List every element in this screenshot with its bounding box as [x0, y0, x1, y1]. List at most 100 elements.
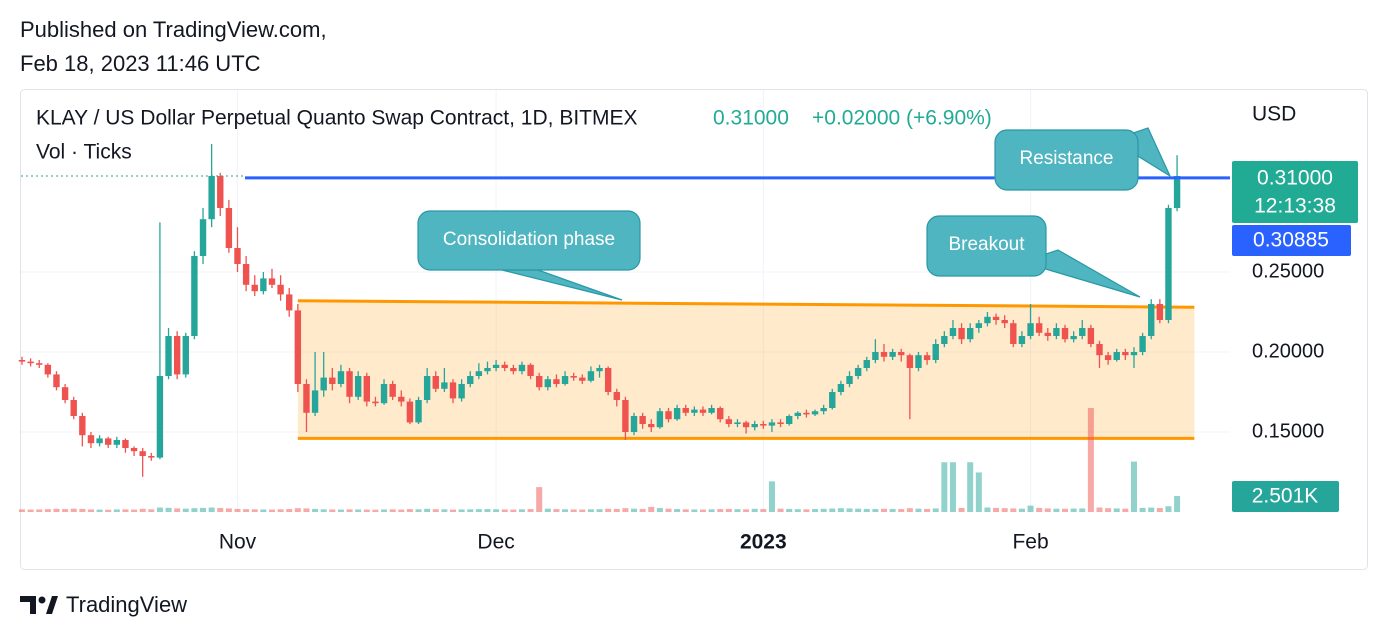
candle-body — [27, 361, 34, 364]
volume-bar — [958, 507, 965, 512]
candle-body — [1087, 328, 1095, 344]
candle-body — [398, 396, 405, 402]
volume-bar — [639, 508, 646, 512]
candle-body — [449, 382, 457, 399]
candle-body — [708, 408, 715, 413]
volume-bar — [932, 508, 939, 512]
volume-bar — [87, 509, 94, 512]
candle-body — [208, 176, 215, 220]
candle-body — [536, 376, 543, 388]
volume-bar — [812, 509, 819, 512]
candle-body — [967, 328, 974, 340]
candle-body — [311, 390, 319, 413]
candle-body — [889, 352, 896, 357]
candle-body — [277, 284, 284, 295]
volume-bar — [682, 509, 689, 512]
candle-body — [630, 416, 638, 432]
volume-bar — [984, 507, 991, 512]
candle-body — [527, 364, 534, 376]
volume-bar — [949, 462, 956, 512]
volume-bar — [872, 509, 879, 512]
channel-top — [297, 299, 1195, 309]
volume-bar — [760, 509, 767, 512]
candle-body — [725, 419, 733, 424]
volume-bar — [708, 509, 715, 512]
volume-bar — [122, 509, 129, 512]
candle-body — [1035, 323, 1043, 333]
candle-body — [415, 400, 422, 423]
volume-bar — [743, 509, 750, 512]
candle-body — [1156, 304, 1164, 320]
volume-bar — [967, 462, 974, 512]
candle-body — [820, 408, 827, 412]
candle-body — [79, 416, 86, 436]
volume-bar — [79, 508, 86, 512]
volume-bar — [337, 509, 344, 512]
volume-badge — [1232, 481, 1339, 512]
candle-body — [898, 352, 905, 356]
volume-bar — [786, 508, 793, 512]
volume-bar — [1122, 508, 1129, 512]
candle-body — [191, 256, 198, 336]
footer-brand: TradingView — [66, 592, 187, 617]
volume-bar — [596, 509, 603, 512]
candle-body — [1061, 328, 1069, 340]
candle-body — [837, 384, 845, 392]
volume-bar — [355, 509, 362, 512]
volume-bar — [165, 507, 172, 512]
volume-bar — [450, 509, 456, 512]
candle-body — [113, 440, 121, 445]
candle-body — [691, 409, 698, 413]
volume-axis-label: 2.501K — [1252, 485, 1319, 508]
volume-bar — [27, 509, 34, 512]
volume-bar — [648, 506, 655, 512]
candle-body — [906, 355, 914, 368]
mark-price-axis-label: 0.30885 — [1253, 229, 1329, 252]
volume-bar — [1087, 408, 1094, 512]
candle-body — [36, 363, 43, 365]
volume-bar — [699, 509, 706, 512]
published-line: Published on TradingView.com, — [20, 17, 327, 42]
volume-bar — [441, 509, 448, 512]
volume-bar — [148, 509, 155, 512]
candle-body — [1113, 352, 1120, 360]
volume-bar — [527, 509, 534, 512]
volume-bar — [674, 509, 681, 512]
volume-bar — [389, 509, 396, 512]
candle-body — [923, 355, 931, 360]
candle-body — [622, 400, 629, 432]
candle-body — [846, 376, 853, 384]
volume-bar — [1053, 508, 1060, 512]
volume-bar — [924, 508, 931, 512]
volume-bar — [1105, 508, 1112, 512]
volume-bar — [182, 508, 189, 512]
candle-body — [673, 408, 681, 420]
volume-bar — [1062, 508, 1069, 512]
volume-bar — [829, 508, 836, 512]
candle-body — [105, 438, 112, 445]
candle-body — [742, 422, 750, 428]
candle-body — [475, 371, 483, 376]
volume-bar — [381, 509, 388, 512]
candle-body — [53, 374, 60, 388]
candle-body — [803, 412, 810, 415]
callout-text: Consolidation phase — [443, 229, 615, 250]
candle-body — [1018, 336, 1026, 344]
candle-body — [44, 364, 52, 375]
volume-bar — [622, 508, 629, 512]
volume-bar — [217, 508, 224, 512]
volume-bar — [993, 507, 1000, 512]
candle-body — [225, 208, 233, 248]
volume-bar — [432, 509, 439, 512]
candle-body — [561, 376, 569, 384]
volume-bar — [570, 509, 577, 512]
candle-body — [1130, 352, 1138, 356]
volume-bar — [691, 509, 698, 512]
candle-body — [1139, 336, 1146, 352]
volume-bar — [303, 508, 310, 512]
candle-body — [656, 411, 664, 428]
candle-body — [1096, 344, 1103, 356]
currency: USD — [1252, 103, 1296, 126]
candle-body — [61, 387, 69, 400]
